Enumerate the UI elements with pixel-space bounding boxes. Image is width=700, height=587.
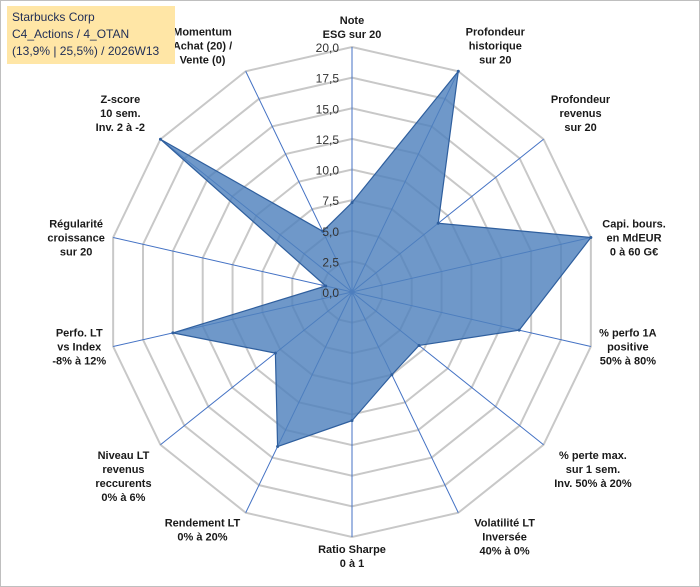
- axis-label: Profondeur revenus sur 20: [551, 94, 611, 134]
- axis-label-line: Ratio Sharpe: [318, 544, 386, 556]
- axis-label: Régularité croissance sur 20: [47, 218, 104, 258]
- axis-label-line: 0 à 60 G€: [610, 246, 658, 258]
- axis-label: Z-score 10 sem. Inv. 2 à -2: [96, 94, 145, 134]
- axis-label-line: Note: [340, 15, 364, 27]
- company-name: Starbucks Corp: [12, 10, 95, 24]
- axis-label-line: 10 sem.: [100, 108, 140, 120]
- data-point: [436, 221, 440, 225]
- axis-label-line: Rendement LT: [165, 518, 241, 530]
- data-area: [159, 70, 592, 448]
- axis-label-line: reccurents: [95, 478, 151, 490]
- axis-label-line: Profondeur: [551, 94, 611, 106]
- data-point: [456, 69, 460, 73]
- tick-label: 10,0: [316, 164, 340, 178]
- axis-label-line: 40% à 0%: [480, 546, 530, 558]
- axis-label: Rendement LT 0% à 20%: [165, 518, 241, 544]
- axis-label-line: vs Index: [57, 342, 102, 354]
- axis-label-line: historique: [469, 40, 522, 52]
- axis-label-line: Inv. 50% à 20%: [554, 478, 632, 490]
- period-line: (13,9% | 25,5%) / 2026W13: [12, 44, 160, 58]
- data-point: [350, 419, 354, 423]
- axis-label-line: sur 20: [60, 246, 92, 258]
- axis-label-line: revenus: [102, 464, 144, 476]
- axis-label: Perfo. LT vs Index -8% à 12%: [52, 328, 106, 368]
- axis-label: % perte max. sur 1 sem. Inv. 50% à 20%: [554, 450, 632, 490]
- axis-label-line: Inversée: [482, 532, 527, 544]
- axis-label: Niveau LT revenus reccurents 0% à 6%: [95, 450, 151, 504]
- axis-label-line: Régularité: [49, 218, 103, 230]
- data-point: [390, 373, 394, 377]
- axis-label-line: Profondeur: [466, 26, 526, 38]
- tick-label: 20,0: [316, 41, 340, 55]
- axis-label: Volatilité LT Inversée 40% à 0%: [474, 518, 535, 558]
- axis-label: Profondeur historique sur 20: [466, 26, 526, 66]
- axis-label: % perfo 1A positive 50% à 80%: [599, 328, 657, 368]
- radar-series: [158, 69, 593, 449]
- axis-label-line: sur 20: [564, 122, 596, 134]
- tick-label: 0,0: [322, 286, 339, 300]
- axis-label-line: % perte max.: [559, 450, 627, 462]
- data-point: [158, 137, 162, 141]
- data-point: [324, 284, 328, 288]
- axis-label: Capi. bours. en MdEUR 0 à 60 G€: [602, 218, 666, 258]
- axis-labels: Note ESG sur 20 Profondeur historique sur 20…: [47, 15, 665, 570]
- axis-label-line: Z-score: [100, 94, 140, 106]
- axis-label-line: % perfo 1A: [599, 328, 657, 340]
- tick-label: 12,5: [316, 133, 340, 147]
- data-point: [589, 235, 593, 239]
- axis-spoke: [113, 236, 353, 293]
- category-line: C4_Actions / 4_OTAN: [12, 27, 130, 41]
- axis-label-line: Volatilité LT: [474, 518, 535, 530]
- axis-label-line: revenus: [559, 108, 601, 120]
- tick-label: 17,5: [316, 72, 340, 86]
- tick-label: 7,5: [322, 194, 339, 208]
- axis-label-line: en MdEUR: [607, 232, 662, 244]
- tick-label: 15,0: [316, 102, 340, 116]
- radial-tick-labels: 0,0 2,5 5,0 7,5 10,0 12,5 15,0 17,5 20,0: [316, 41, 340, 300]
- axis-label-line: Achat (20) /: [173, 40, 232, 52]
- axis-label: Momentum Achat (20) / Vente (0): [173, 26, 232, 66]
- data-point: [417, 343, 421, 347]
- chart-title-box: Starbucks Corp C4_Actions / 4_OTAN (13,9…: [7, 6, 175, 64]
- axis-label: Ratio Sharpe 0 à 1: [318, 544, 386, 570]
- axis-label-line: sur 1 sem.: [566, 464, 620, 476]
- data-point: [273, 351, 277, 355]
- axis-label-line: Capi. bours.: [602, 218, 666, 230]
- axis-label-line: Inv. 2 à -2: [96, 122, 145, 134]
- tick-label: 2,5: [322, 255, 339, 269]
- axis-label-line: Niveau LT: [98, 450, 150, 462]
- data-point: [517, 328, 521, 332]
- axis-label-line: 50% à 80%: [600, 356, 656, 368]
- axis-label-line: 0 à 1: [340, 558, 364, 570]
- tick-label: 5,0: [322, 225, 339, 239]
- axis-label-line: Momentum: [173, 26, 232, 38]
- data-point: [321, 229, 325, 233]
- data-point: [276, 445, 280, 449]
- axis-label-line: positive: [607, 342, 649, 354]
- axis-label-line: Perfo. LT: [56, 328, 103, 340]
- axis-label-line: Vente (0): [180, 54, 226, 66]
- data-point: [350, 201, 354, 205]
- axis-label-line: -8% à 12%: [52, 356, 106, 368]
- data-point: [171, 331, 175, 335]
- axis-label-line: croissance: [47, 232, 104, 244]
- axis-label-line: sur 20: [479, 54, 511, 66]
- axis-label-line: 0% à 20%: [177, 532, 227, 544]
- axis-label-line: 0% à 6%: [101, 492, 145, 504]
- axis-label: Note ESG sur 20: [323, 15, 382, 41]
- axis-label-line: ESG sur 20: [323, 29, 382, 41]
